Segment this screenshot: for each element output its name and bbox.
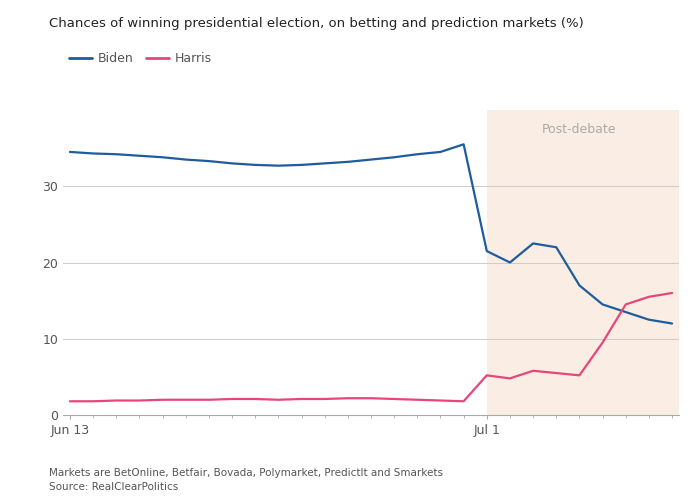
Text: Source: RealClearPolitics: Source: RealClearPolitics xyxy=(49,482,178,492)
Bar xyxy=(486,110,679,415)
Text: Post-debate: Post-debate xyxy=(542,122,617,136)
Legend: Biden, Harris: Biden, Harris xyxy=(69,52,212,65)
Text: Markets are BetOnline, Betfair, Bovada, Polymarket, PredictIt and Smarkets: Markets are BetOnline, Betfair, Bovada, … xyxy=(49,468,443,477)
Text: Chances of winning presidential election, on betting and prediction markets (%): Chances of winning presidential election… xyxy=(49,18,584,30)
